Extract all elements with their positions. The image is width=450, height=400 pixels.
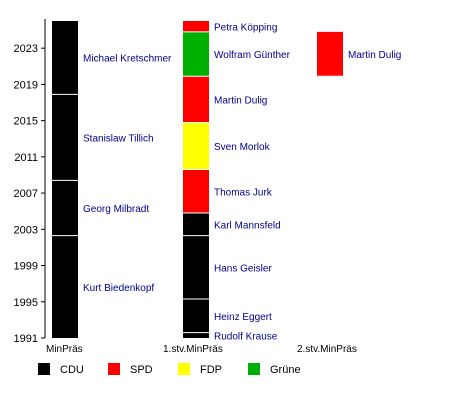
y-tick-label: 2007 [14, 188, 38, 200]
legend-swatch [248, 363, 260, 375]
legend-label: CDU [60, 364, 84, 376]
segment-name-label: Karl Mannsfeld [214, 220, 281, 231]
legend-label: SPD [130, 364, 153, 376]
segment-bar [183, 332, 209, 338]
segment-name-label: Wolfram Günther [214, 50, 291, 61]
legend: CDU SPD FDP Grüne [38, 363, 301, 376]
segment-name-label: Stanislaw Tillich [83, 133, 154, 144]
y-axis: 1991 1995 1999 2003 2007 2011 2015 2019 2023 [14, 19, 46, 345]
legend-swatch [178, 363, 190, 375]
column-label: 2.stv.MinPräs [297, 344, 357, 355]
y-tick-label: 2023 [14, 43, 38, 55]
column-label: 1.stv.MinPräs [163, 344, 223, 355]
y-tick-label: 1999 [14, 261, 38, 273]
y-tick-label: 2003 [14, 224, 38, 236]
segment-name-label: Sven Morlok [214, 142, 271, 153]
legend-label: FDP [200, 364, 222, 376]
segment-bar [52, 180, 78, 236]
segment-name-label: Thomas Jurk [214, 187, 273, 198]
column-label: MinPräs [46, 344, 83, 355]
legend-swatch [108, 363, 120, 375]
segment-bar [183, 122, 209, 170]
segment-name-label: Kurt Biedenkopf [83, 283, 154, 294]
segment-name-label: Michael Kretschmer [83, 54, 172, 65]
legend-swatch [38, 363, 50, 375]
y-tick-label: 1995 [14, 297, 38, 309]
name-labels: Kurt Biedenkopf Georg Milbradt Stanislaw T… [83, 22, 401, 342]
segment-name-label: Martin Dulig [214, 95, 267, 106]
segment-bar [183, 299, 209, 333]
y-tick-label: 2015 [14, 116, 38, 128]
segment-bar [317, 31, 343, 77]
segment-name-label: Heinz Eggert [214, 312, 272, 323]
segment-bar [52, 235, 78, 338]
y-tick-label: 2019 [14, 79, 38, 91]
segment-name-label: Petra Köpping [214, 22, 277, 33]
segment-bar [183, 169, 209, 214]
segment-bar [183, 76, 209, 123]
segment-bar [52, 94, 78, 181]
segments [52, 21, 343, 338]
segment-bar [183, 213, 209, 236]
segment-bar [183, 235, 209, 300]
segment-name-label: Martin Dulig [348, 50, 401, 61]
segment-bar [52, 21, 78, 95]
y-tick-label: 1991 [14, 333, 38, 345]
segment-bar [183, 31, 209, 77]
segment-bar [183, 21, 209, 32]
legend-label: Grüne [270, 364, 301, 376]
segment-name-label: Rudolf Krause [214, 331, 278, 342]
column-labels: MinPräs 1.stv.MinPräs 2.stv.MinPräs [46, 344, 357, 355]
segment-name-label: Hans Geisler [214, 263, 272, 274]
y-tick-label: 2011 [14, 152, 38, 164]
segment-name-label: Georg Milbradt [83, 204, 149, 215]
